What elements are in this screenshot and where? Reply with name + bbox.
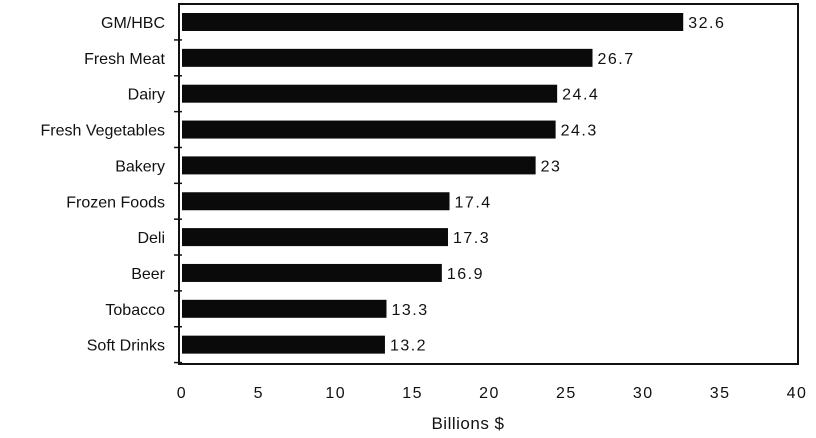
value-label: 13.2 (390, 338, 427, 355)
x-axis-title: Billions $ (431, 414, 504, 433)
value-labels: 32.6 26.7 24.4 24.3 23 17.4 17.3 16.9 13.3 13.2 (390, 15, 725, 355)
value-label: 16.9 (447, 266, 484, 283)
category-label: Deli (137, 230, 165, 247)
bar (182, 13, 684, 31)
category-labels: GM/HBC Fresh Meat Dairy Fresh Vegetables Bak… (40, 15, 165, 355)
category-label: GM/HBC (101, 15, 165, 32)
x-tick-label: 15 (402, 385, 423, 402)
category-label: Fresh Meat (84, 51, 165, 68)
category-label: Frozen Foods (66, 194, 165, 211)
x-axis-ticks: 0 5 10 15 20 25 30 35 40 (177, 385, 808, 402)
x-tick-label: 25 (556, 385, 577, 402)
bar (182, 48, 593, 67)
y-axis-ticks (174, 39, 182, 364)
x-tick-label: 20 (479, 385, 500, 402)
bar (182, 228, 448, 247)
x-tick-label: 0 (177, 385, 187, 402)
value-label: 24.3 (561, 123, 598, 140)
category-label: Dairy (128, 87, 165, 104)
category-label: Fresh Vegetables (40, 123, 165, 140)
value-label: 13.3 (391, 302, 428, 319)
category-label: Tobacco (105, 302, 165, 319)
x-tick-label: 30 (633, 385, 654, 402)
bars-group (182, 13, 684, 354)
bar (182, 192, 450, 211)
x-tick-label: 10 (325, 385, 346, 402)
category-label: Soft Drinks (87, 338, 165, 355)
value-label: 24.4 (562, 87, 599, 104)
bar (182, 84, 558, 103)
value-label: 17.4 (455, 194, 492, 211)
x-tick-label: 40 (787, 385, 808, 402)
bar (182, 120, 556, 139)
bar (182, 156, 536, 175)
value-label: 32.6 (688, 15, 725, 32)
bar (182, 299, 387, 318)
bar (182, 263, 442, 282)
bar (182, 335, 385, 354)
value-label: 17.3 (453, 230, 490, 247)
value-label: 26.7 (598, 51, 635, 68)
category-label: Bakery (115, 158, 165, 175)
x-tick-label: 5 (254, 385, 264, 402)
x-tick-label: 35 (710, 385, 731, 402)
value-label: 23 (541, 158, 562, 175)
category-label: Beer (131, 266, 165, 283)
